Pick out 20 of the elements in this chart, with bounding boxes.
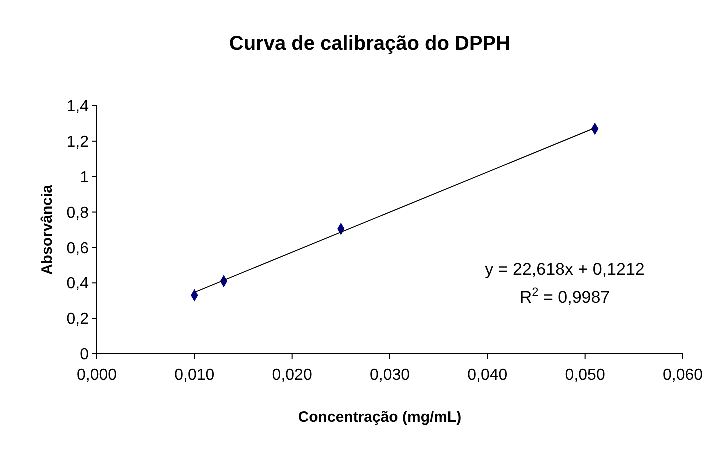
- chart-title: Curva de calibração do DPPH: [229, 33, 511, 55]
- y-tick-label: 0: [80, 346, 90, 364]
- y-axis-title: Absorvância: [39, 184, 56, 276]
- x-tick-label: 0,010: [174, 367, 215, 384]
- y-tick-label: 1,2: [66, 134, 90, 152]
- x-tick-label: 0,030: [370, 367, 410, 384]
- y-tick-label: 1,4: [66, 98, 90, 116]
- x-tick-label: 0,020: [272, 367, 312, 384]
- x-tick-label: 0,000: [76, 367, 118, 384]
- y-tick-label: 0,6: [66, 240, 90, 258]
- y-tick-label: 0,8: [66, 204, 90, 222]
- x-tick-label: 0,040: [468, 367, 508, 384]
- y-tick-label: 1: [80, 169, 90, 186]
- y-tick-label: 0,4: [66, 276, 90, 293]
- annotation: y = 22,618x + 0,1212: [485, 260, 645, 279]
- x-tick-label: 0,050: [565, 367, 606, 384]
- x-axis-title: Concentração (mg/mL): [298, 409, 462, 426]
- x-tick-label: 0,060: [662, 367, 704, 384]
- annotation: R$^{2}$ = 0,9987: [520, 285, 610, 307]
- y-tick-label: 0,2: [66, 311, 90, 328]
